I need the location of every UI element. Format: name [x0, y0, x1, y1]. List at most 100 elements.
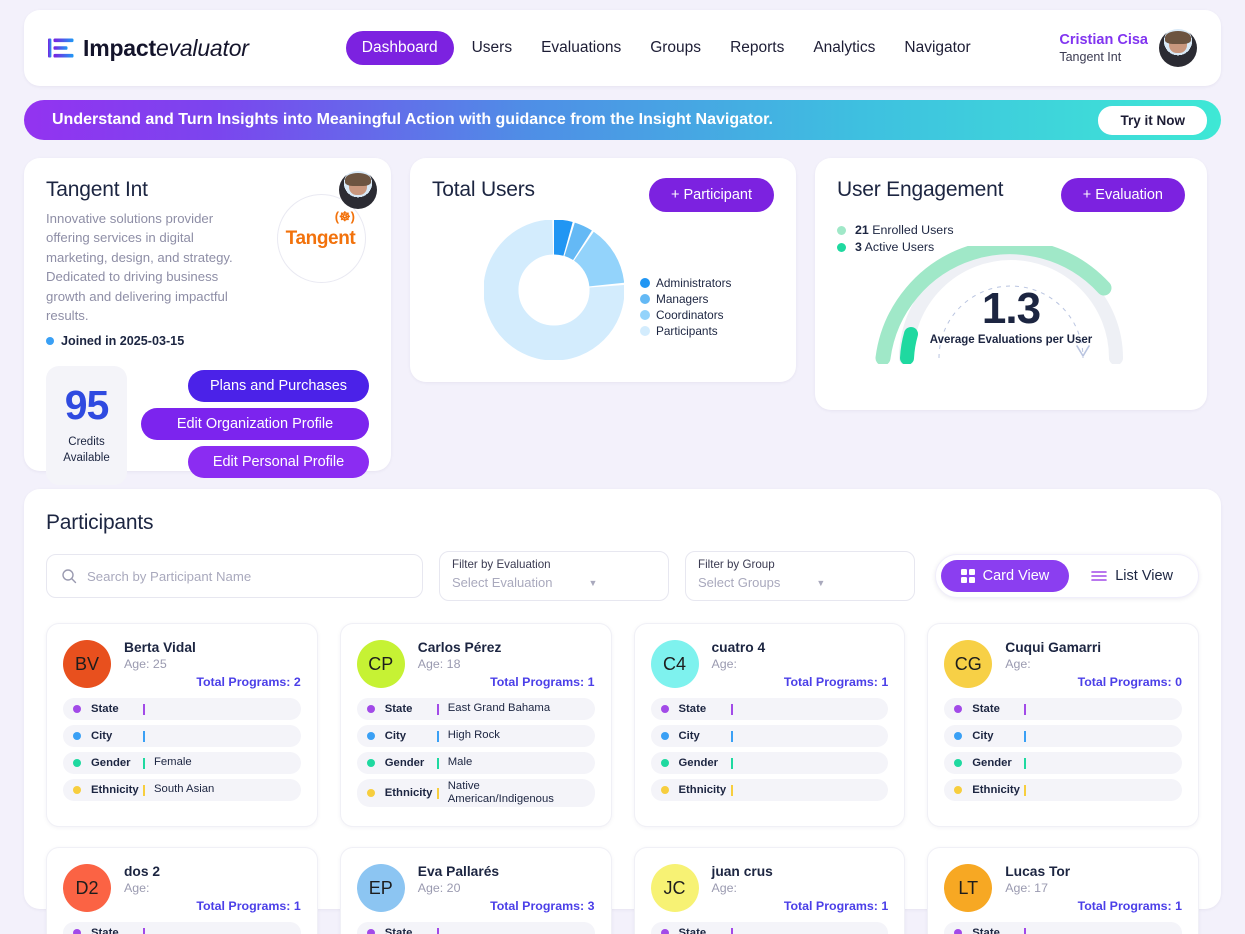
attribute-divider	[1024, 784, 1027, 796]
attribute-key: Ethnicity	[91, 784, 139, 796]
organization-owner-avatar	[339, 171, 377, 209]
dashboard-page: Impactevaluator Dashboard Users Evaluati…	[0, 10, 1245, 934]
attribute-key: City	[678, 730, 700, 742]
list-view-button[interactable]: List View	[1071, 560, 1193, 592]
active-users-row: 3 Active Users	[837, 240, 1185, 254]
chevron-down-icon: ▼	[816, 577, 826, 588]
plans-and-purchases-button[interactable]: Plans and Purchases	[188, 370, 369, 403]
enrolled-dot-icon	[837, 225, 846, 235]
participant-avatar: C4	[650, 640, 699, 688]
banner-message: Understand and Turn Insights into Meanin…	[52, 111, 773, 128]
nav-item-analytics[interactable]: Analytics	[813, 39, 876, 56]
participant-card[interactable]: BV Berta Vidal Age: 25 Total Programs: 2 Sta…	[46, 623, 318, 827]
attribute-dot-icon	[660, 732, 669, 740]
attribute-key: Ethnicity	[678, 784, 727, 796]
nav-item-evaluations[interactable]: Evaluations	[541, 39, 622, 56]
participant-attribute-row: Gender	[944, 752, 1182, 774]
legend-dot-icon	[640, 294, 650, 304]
participant-info: dos 2 Age: Total Programs: 1	[124, 864, 301, 913]
nav-item-groups[interactable]: Groups	[650, 39, 702, 56]
legend-item-participants: Participants	[640, 324, 731, 338]
legend-label: Coordinators	[656, 308, 724, 322]
search-icon	[62, 569, 77, 584]
attribute-key: Gender	[972, 757, 1012, 769]
participant-avatar: D2	[63, 864, 111, 912]
participant-attribute-row: State	[650, 698, 889, 720]
joined-dot-icon	[46, 337, 54, 346]
logo-word-italic: evaluator	[155, 34, 249, 61]
search-input[interactable]	[87, 568, 408, 584]
enrolled-users-text: 21 Enrolled Users	[855, 223, 954, 237]
participant-avatar: JC	[650, 864, 699, 912]
nav-item-dashboard[interactable]: Dashboard	[345, 31, 454, 65]
credits-value: 95	[64, 382, 110, 429]
user-engagement-legend: 21 Enrolled Users 3 Active Users	[837, 223, 1185, 254]
participant-card[interactable]: JC juan crus Age: Total Programs: 1 StateCit…	[633, 847, 906, 934]
add-participant-button[interactable]: + Participant	[648, 178, 774, 212]
participant-name: juan crus	[711, 864, 773, 879]
attribute-divider	[730, 703, 733, 715]
attribute-dot-icon	[73, 929, 81, 934]
attribute-value: Male	[447, 756, 473, 769]
edit-organization-profile-button[interactable]: Edit Organization Profile	[141, 408, 369, 441]
participants-section: Participants Filter by Evaluation Select…	[24, 489, 1221, 934]
gauge-svg	[875, 239, 1123, 366]
edit-personal-profile-button[interactable]: Edit Personal Profile	[188, 446, 369, 479]
search-box[interactable]	[46, 554, 423, 598]
filter-by-group-select[interactable]: Filter by Group Select Groups ▼	[685, 551, 915, 601]
logo-wordmark: Impactevaluator	[83, 35, 249, 62]
attribute-dot-icon	[366, 789, 375, 797]
attribute-divider	[143, 784, 145, 796]
attribute-dot-icon	[366, 759, 375, 767]
participant-avatar: EP	[356, 864, 405, 912]
app-logo[interactable]: Impactevaluator	[48, 35, 249, 62]
participant-card[interactable]: LT Lucas Tor Age: 17 Total Programs: 1 State…	[927, 847, 1199, 934]
user-avatar[interactable]	[1159, 29, 1197, 67]
participant-card[interactable]: D2 dos 2 Age: Total Programs: 1 StateCityGen…	[46, 847, 318, 934]
attribute-dot-icon	[73, 759, 81, 767]
card-view-button[interactable]: Card View	[940, 560, 1070, 592]
attribute-divider	[730, 730, 733, 742]
user-profile-menu[interactable]: Cristian Cisa Tangent Int	[1059, 29, 1197, 67]
total-users-header: Total Users + Participant	[432, 178, 774, 212]
impact-evaluator-logo-icon	[48, 38, 74, 58]
nav-item-navigator[interactable]: Navigator	[904, 39, 971, 56]
participant-attribute-row: Ethnicity South Asian	[63, 779, 301, 801]
participant-info: Berta Vidal Age: 25 Total Programs: 2	[124, 640, 301, 689]
enrolled-users-row: 21 Enrolled Users	[837, 223, 1185, 237]
participant-card[interactable]: CP Carlos Pérez Age: 18 Total Programs: 1 St…	[339, 623, 612, 827]
participant-avatar: BV	[63, 640, 111, 688]
nav-item-users[interactable]: Users	[471, 39, 513, 56]
participant-info: juan crus Age: Total Programs: 1	[712, 864, 889, 913]
try-it-now-button[interactable]: Try it Now	[1098, 105, 1207, 135]
attribute-dot-icon	[660, 705, 669, 713]
attribute-dot-icon	[954, 759, 963, 767]
attribute-key: State	[91, 927, 119, 934]
participant-attributes: State City Gender Female Ethnicity South Asia…	[63, 698, 301, 801]
attribute-divider	[143, 927, 145, 934]
card-view-label: Card View	[982, 568, 1050, 584]
user-engagement-header: User Engagement + Evaluation	[837, 178, 1185, 212]
participant-info: Lucas Tor Age: 17 Total Programs: 1	[1005, 864, 1182, 913]
list-icon	[1091, 571, 1108, 581]
participant-age: Age: 20	[417, 881, 461, 895]
participant-attributes: State East Grand Bahama City High Rock Gende…	[356, 698, 595, 807]
attribute-key: State	[972, 703, 1000, 715]
attribute-key: State	[384, 927, 413, 934]
participant-header: C4 cuatro 4 Age: Total Programs: 1	[650, 640, 888, 689]
participant-card[interactable]: C4 cuatro 4 Age: Total Programs: 1 State City…	[633, 623, 906, 827]
nav-item-reports[interactable]: Reports	[730, 39, 785, 56]
participant-total-programs: Total Programs: 2	[196, 675, 301, 689]
participant-attribute-row: City	[944, 725, 1182, 747]
participant-card[interactable]: CG Cuqui Gamarri Age: Total Programs: 0 Stat…	[927, 623, 1199, 827]
participant-card[interactable]: EP Eva Pallarés Age: 20 Total Programs: 3 St…	[339, 847, 612, 934]
attribute-key: State	[972, 927, 1000, 934]
add-evaluation-button[interactable]: + Evaluation	[1060, 178, 1185, 212]
active-users-text: 3 Active Users	[855, 240, 934, 254]
organization-joined: Joined in 2025-03-15	[46, 334, 369, 348]
attribute-divider	[730, 784, 733, 796]
participant-attribute-row: Gender	[650, 752, 889, 774]
filter-by-evaluation-select[interactable]: Filter by Evaluation Select Evaluation ▼	[439, 551, 669, 601]
active-count: 3	[855, 240, 862, 254]
user-organization: Tangent Int	[1059, 49, 1122, 64]
